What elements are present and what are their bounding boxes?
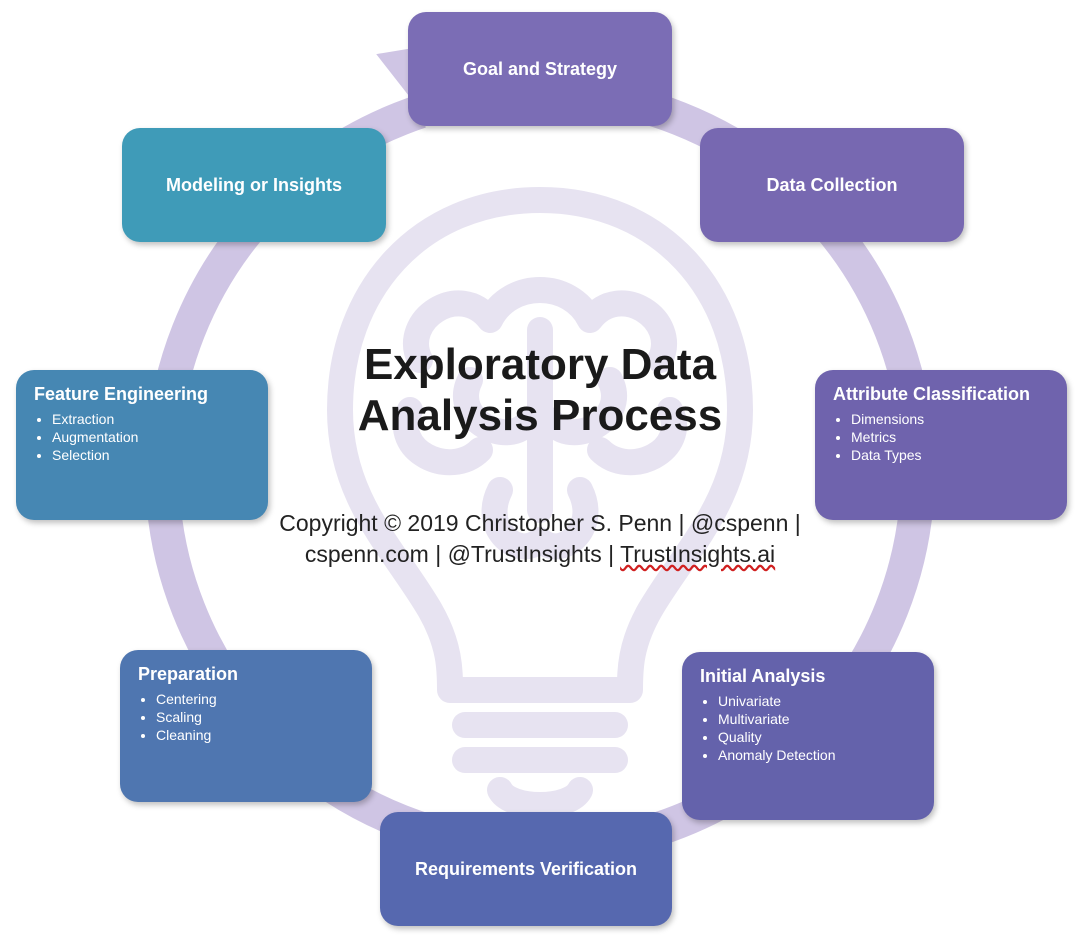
node-bullet: Cleaning [156, 727, 354, 743]
diagram-stage: Exploratory Data Analysis Process Copyri… [0, 0, 1083, 938]
node-bullet: Anomaly Detection [718, 747, 916, 763]
node-feature-engineering: Feature Engineering Extraction Augmentatio… [16, 370, 268, 520]
diagram-title: Exploratory Data Analysis Process [270, 340, 810, 441]
node-bullet: Univariate [718, 693, 916, 709]
copyright-text: Copyright © 2019 Christopher S. Penn | @… [240, 508, 840, 570]
node-bullet: Data Types [851, 447, 1049, 463]
node-goal-strategy: Goal and Strategy [408, 12, 672, 126]
node-bullets: Extraction Augmentation Selection [34, 411, 250, 463]
title-line-2: Analysis Process [358, 391, 722, 440]
node-label: Data Collection [766, 175, 897, 196]
node-label: Goal and Strategy [463, 59, 617, 80]
node-bullet: Extraction [52, 411, 250, 427]
node-label: Modeling or Insights [166, 175, 342, 196]
node-data-collection: Data Collection [700, 128, 964, 242]
node-modeling-insights: Modeling or Insights [122, 128, 386, 242]
node-bullets: Centering Scaling Cleaning [138, 691, 354, 743]
node-label: Requirements Verification [415, 859, 637, 880]
node-requirements-verification: Requirements Verification [380, 812, 672, 926]
node-initial-analysis: Initial Analysis Univariate Multivariate Qu… [682, 652, 934, 820]
node-bullet: Centering [156, 691, 354, 707]
node-bullet: Metrics [851, 429, 1049, 445]
node-bullet: Scaling [156, 709, 354, 725]
title-line-1: Exploratory Data [364, 340, 716, 389]
copyright-link: TrustInsights.ai [620, 541, 775, 567]
node-bullet: Augmentation [52, 429, 250, 445]
node-label: Initial Analysis [700, 666, 916, 687]
node-bullet: Quality [718, 729, 916, 745]
node-bullet: Dimensions [851, 411, 1049, 427]
node-attribute-classification: Attribute Classification Dimensions Metric… [815, 370, 1067, 520]
node-label: Preparation [138, 664, 354, 685]
node-bullets: Univariate Multivariate Quality Anomaly Det… [700, 693, 916, 763]
node-label: Attribute Classification [833, 384, 1049, 405]
node-bullet: Selection [52, 447, 250, 463]
node-label: Feature Engineering [34, 384, 250, 405]
node-bullet: Multivariate [718, 711, 916, 727]
node-bullets: Dimensions Metrics Data Types [833, 411, 1049, 463]
node-preparation: Preparation Centering Scaling Cleaning [120, 650, 372, 802]
